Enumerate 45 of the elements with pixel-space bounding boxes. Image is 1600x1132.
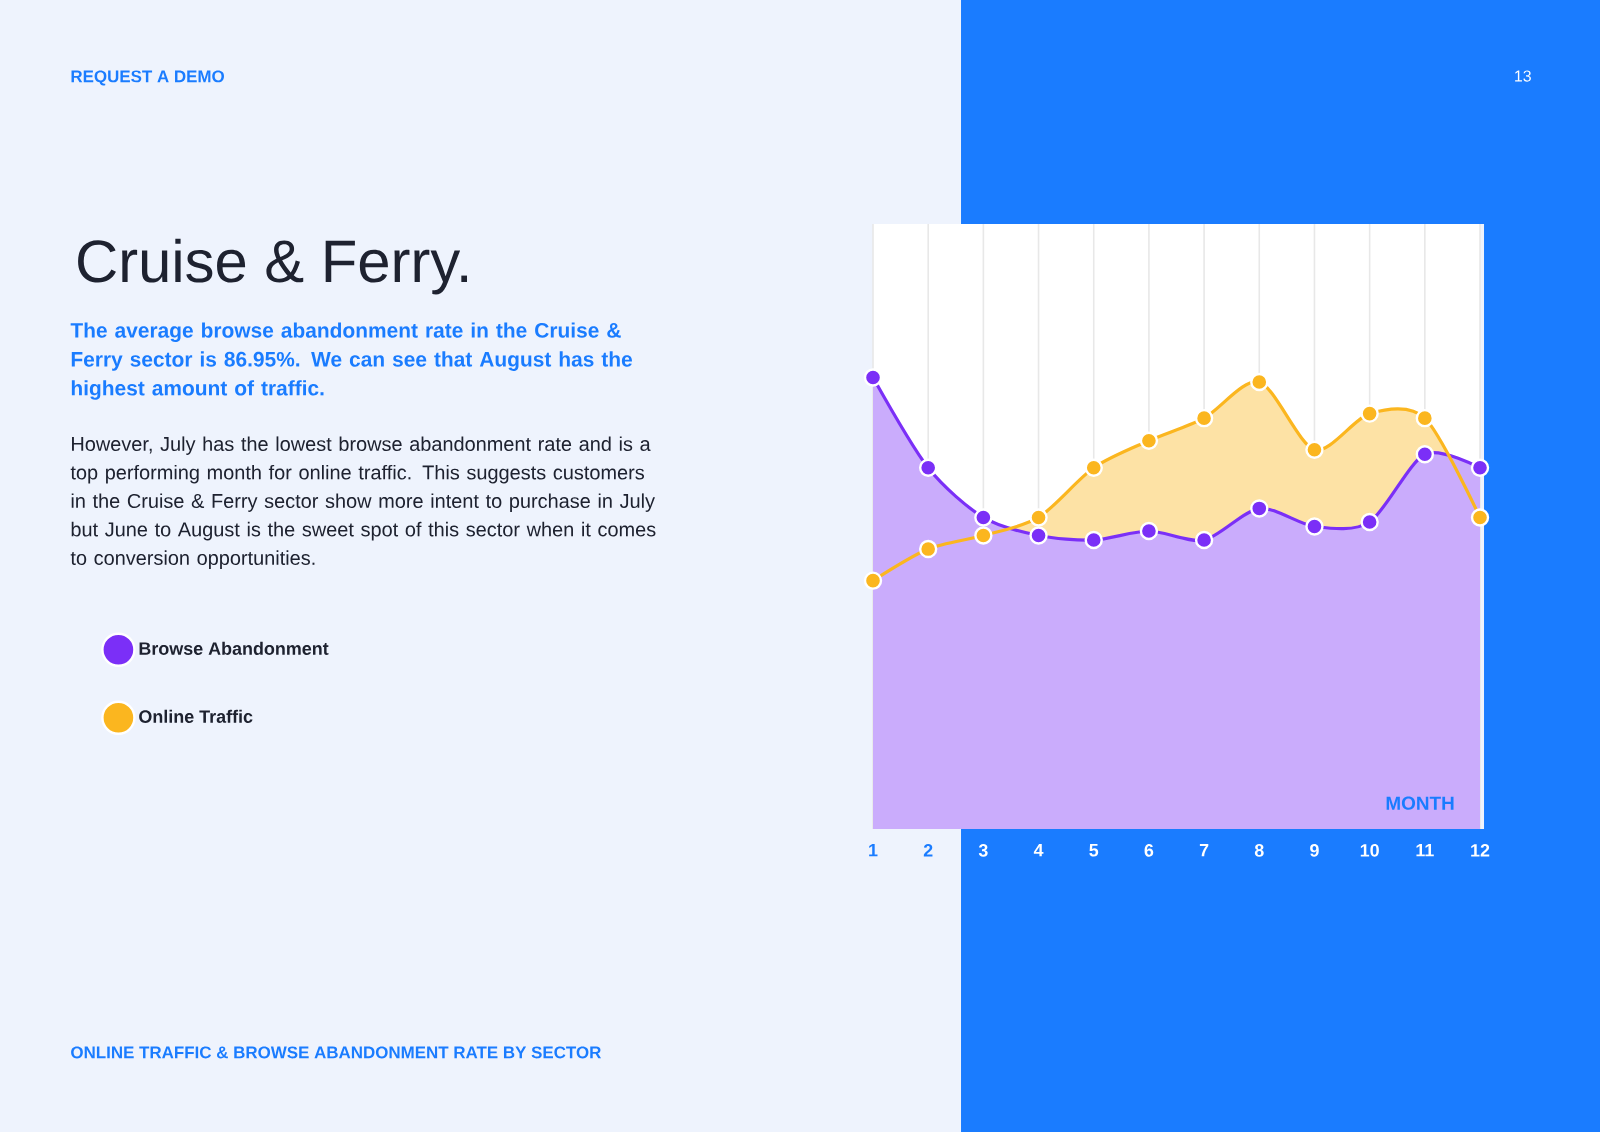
point <box>1029 508 1048 527</box>
text: Cruise & Ferry. <box>78 238 468 295</box>
legend-label: Browse Abandonment <box>139 641 329 655</box>
text: 13 <box>1515 70 1531 82</box>
point <box>1194 408 1214 428</box>
x-tick-label: 11 <box>1416 844 1434 857</box>
point <box>1360 404 1379 423</box>
point <box>1084 458 1103 477</box>
point <box>974 508 993 527</box>
point <box>1250 499 1269 518</box>
x-tick-label: 2 <box>923 844 933 857</box>
point <box>1415 408 1435 428</box>
text: The average browse abandonment rate in the Cruise & Ferry sector is 86.95%. We can see that August has the highest amount of traffic. <box>70 322 632 400</box>
point <box>1194 530 1214 550</box>
text: However, July has the lowest browse abandonment rate and is a top performing month for online traffic. This suggests customers in the Cruise & Ferry sector show more intent to purchase in July but June to August is the sweet spot of this sector when it comes to conversion opportunities. <box>70 436 656 569</box>
x-tick-label: 9 <box>1310 844 1319 857</box>
legend-label: Online Traffic <box>139 709 253 723</box>
text: ONLINE TRAFFIC & BROWSE ABANDONMENT RATE BY SECTOR <box>71 1046 602 1059</box>
point <box>1305 440 1324 459</box>
point <box>1029 526 1048 545</box>
x-tick-label: 6 <box>1144 844 1154 857</box>
point <box>1139 431 1159 450</box>
point <box>863 368 883 387</box>
point <box>1139 521 1159 541</box>
point <box>918 458 938 477</box>
x-tick-label: 3 <box>978 844 988 857</box>
point <box>918 539 938 559</box>
x-tick-label: 4 <box>1033 844 1044 857</box>
x-tick-label: 10 <box>1360 844 1379 857</box>
point <box>1360 512 1379 532</box>
point <box>1084 530 1103 550</box>
point <box>1305 517 1324 536</box>
point <box>1415 445 1435 464</box>
point <box>863 571 883 590</box>
point <box>1250 372 1269 392</box>
point <box>1470 458 1490 477</box>
point <box>974 526 993 545</box>
x-tick-label: 7 <box>1199 844 1209 857</box>
x-tick-label: 1 <box>869 844 878 857</box>
x-tick-label: 5 <box>1089 844 1099 857</box>
x-tick-label: 12 <box>1471 844 1490 857</box>
text: REQUEST A DEMO <box>71 70 224 86</box>
x-tick-label: 8 <box>1254 844 1264 857</box>
x-axis-title: MONTH <box>1386 796 1454 810</box>
point <box>1470 508 1490 527</box>
